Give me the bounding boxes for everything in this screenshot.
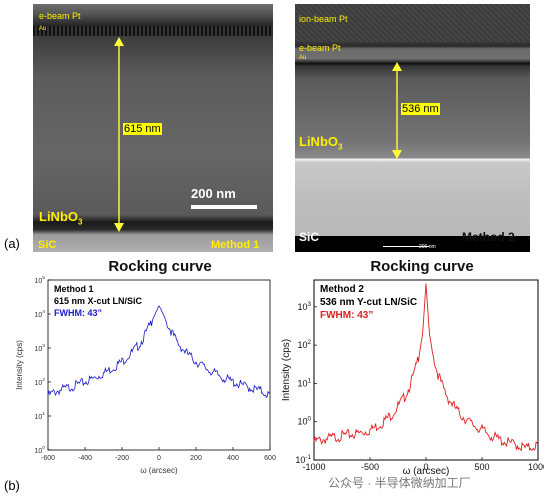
scalebar <box>383 246 429 247</box>
y-tick-label: 102 <box>297 339 311 350</box>
x-tick-label: -600 <box>41 455 55 462</box>
x-tick-label: -500 <box>361 462 379 472</box>
ion-beam-pt-band <box>295 4 530 42</box>
chart1-title: Rocking curve <box>108 258 212 275</box>
rocking-curve-chart-method1: -600 -400 -200 0 200 400 600 100 101 102 103 104 10… <box>15 276 276 475</box>
y-tick-label: 101 <box>34 411 45 421</box>
au-label: Au <box>299 55 307 61</box>
legend-fwhm: FWHM: 43” <box>320 310 373 321</box>
panel-a-label: (a) <box>4 236 20 251</box>
thickness-arrow <box>392 62 402 159</box>
x-axis-label: ω (arcsec) <box>140 466 178 475</box>
x-tick-label: 0 <box>423 462 428 472</box>
panel-b-label: (b) <box>4 478 20 493</box>
au-layer-band <box>33 26 273 36</box>
series-line <box>313 283 539 452</box>
watermark-text: 公众号 · 半导体微纳加工厂 <box>328 476 471 490</box>
tem-image-method1: e-beam Pt Au 615 nm 200 nm LiNbO3 SiC Me… <box>33 4 273 252</box>
thickness-arrow <box>114 37 124 232</box>
method-label: Method 1 <box>211 239 260 251</box>
y-tick-label: 104 <box>34 309 45 319</box>
substrate-label: SiC <box>38 239 57 251</box>
material-label: LiNbO3 <box>299 134 343 152</box>
y-tick-label: 102 <box>34 377 45 387</box>
x-tick-label: -200 <box>115 455 129 462</box>
x-tick-label: 500 <box>474 462 489 472</box>
y-tick-label: 10-1 <box>295 454 311 465</box>
x-tick-label: 200 <box>190 455 202 462</box>
chart2-title: Rocking curve <box>370 258 474 275</box>
x-tick-label: -400 <box>78 455 92 462</box>
info-bar <box>295 236 530 252</box>
scalebar-label: 200 nm <box>419 244 436 250</box>
x-tick-label: -1000 <box>302 462 325 472</box>
x-axis-label: ω (arcsec) <box>403 466 450 476</box>
scalebar <box>191 205 257 209</box>
y-tick-label: 103 <box>297 301 311 312</box>
legend-sample: 615 nm X-cut LN/SiC <box>54 296 143 306</box>
ebeam-pt-label: e-beam Pt <box>39 11 81 21</box>
au-label: Au <box>39 26 47 32</box>
ebeam-pt-label: e-beam Pt <box>299 43 341 53</box>
scalebar-label: 200 nm <box>191 186 236 201</box>
ion-beam-pt-label: ion-beam Pt <box>299 14 348 24</box>
legend-method: Method 2 <box>320 284 364 295</box>
legend-fwhm: FWHM: 43” <box>54 308 102 318</box>
thickness-label: 536 nm <box>401 103 440 115</box>
y-axis-label: Intensity (cps) <box>281 339 292 401</box>
y-tick-label: 101 <box>297 377 311 388</box>
method-label: Method 2 <box>462 230 515 244</box>
x-tick-label: 1000 <box>528 462 544 472</box>
y-tick-label: 103 <box>34 343 45 353</box>
legend-sample: 536 nm Y-cut LN/SiC <box>320 297 417 308</box>
x-tick-label: 400 <box>227 455 239 462</box>
y-tick-label: 100 <box>297 416 311 427</box>
rocking-curve-chart-method2: -1000 -500 0 500 1000 10-1 100 101 102 103 Metho… <box>281 279 544 476</box>
y-tick-label: 105 <box>34 276 45 285</box>
legend-method: Method 1 <box>54 284 94 294</box>
y-tick-label: 100 <box>34 445 45 455</box>
y-axis-label: Intensity (cps) <box>15 340 24 390</box>
x-tick-label: 600 <box>264 455 276 462</box>
tem-image-method2: ion-beam Pt e-beam Pt Au 536 nm LiNbO3 S… <box>295 4 530 252</box>
substrate-label: SiC <box>299 230 320 244</box>
material-label: LiNbO3 <box>39 209 83 227</box>
thickness-label: 615 nm <box>123 123 162 135</box>
series-line <box>47 305 271 398</box>
x-tick-label: 0 <box>157 455 161 462</box>
